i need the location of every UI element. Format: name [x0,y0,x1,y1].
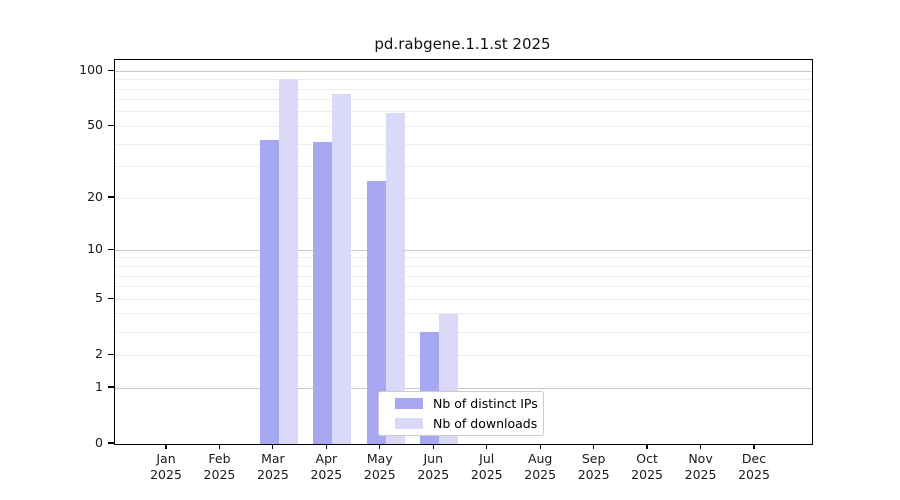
ytick-label-2: 2 [95,346,103,362]
legend-label-distinct-ips: Nb of distinct IPs [433,396,538,411]
xtick-year: 2025 [524,466,557,482]
ytick-mark-20 [108,196,114,198]
xtick-month: May [366,451,393,466]
gridline-4 [115,313,812,315]
bar-ips-jan [260,140,279,444]
bar-downloads-mar [385,113,405,444]
xtick-month: Jun [423,451,444,466]
xtick-month: Jan [156,451,176,466]
gridline-50 [115,125,812,127]
legend-swatch-downloads [395,418,423,429]
gridline-9 [115,257,812,259]
ytick-label-100: 100 [79,62,103,78]
xtick-mark-mar [272,444,274,449]
xtick-year: 2025 [257,466,289,482]
gridline-7 [115,275,812,277]
bar-downloads-jan [279,78,298,444]
ytick-mark-100 [108,69,114,71]
xtick-mark-feb [218,444,221,449]
xtick-year: 2025 [738,466,770,482]
legend-item-downloads: Nb of downloads [395,416,543,431]
xtick-mark-nov [699,444,702,449]
xtick-label-dec: Dec 2025 [722,451,786,482]
legend-item-distinct-ips: Nb of distinct IPs [395,396,543,411]
legend-swatch-distinct-ips [395,398,423,409]
xtick-label-aug: Aug 2025 [508,451,572,482]
xtick-mark-sep [593,444,595,449]
gridline-2 [115,354,812,356]
gridline-90 [115,79,812,81]
xtick-label-nov: Nov 2025 [669,451,733,482]
legend-label-downloads: Nb of downloads [433,416,538,431]
xtick-label-feb: Feb 2025 [187,451,251,482]
xtick-year: 2025 [417,466,450,482]
xtick-mark-jan [165,444,167,449]
xtick-month: Aug [527,451,553,466]
xtick-label-jan: Jan 2025 [134,451,198,482]
bar-downloads-feb [332,94,352,444]
gridline-20 [115,197,812,199]
gridline-100 [115,70,812,72]
xtick-year: 2025 [631,466,663,482]
ytick-label-0: 0 [95,435,103,450]
chart-title: pd.rabgene.1.1.st 2025 [374,35,551,53]
xtick-month: Sep [581,451,606,466]
gridline-10 [115,249,812,251]
ytick-label-5: 5 [95,290,103,306]
ytick-label-10: 10 [87,241,103,257]
xtick-mark-dec [753,444,755,449]
xtick-label-mar: Mar 2025 [241,451,305,482]
xtick-year: 2025 [470,466,503,482]
xtick-year: 2025 [150,466,182,482]
xtick-year: 2025 [577,466,610,482]
ytick-label-50: 50 [87,117,103,133]
xtick-year: 2025 [203,466,236,482]
xtick-month: Apr [315,451,338,466]
ytick-mark-50 [108,124,114,126]
gridline-70 [115,99,812,101]
xtick-mark-aug [539,444,541,449]
ytick-mark-2 [108,353,114,355]
xtick-label-jul: Jul 2025 [455,451,519,482]
xtick-label-oct: Oct 2025 [615,451,679,482]
plot-area [114,59,813,445]
gridline-80 [115,88,812,90]
ytick-label-1: 1 [95,379,103,394]
ytick-mark-10 [108,248,114,250]
xtick-label-apr: Apr 2025 [294,451,358,482]
xtick-label-sep: Sep 2025 [562,451,626,482]
xtick-month: Feb [208,451,231,466]
ytick-mark-0 [108,442,114,444]
xtick-mark-jun [432,444,434,449]
gridline-5 [115,298,812,300]
xtick-month: Oct [636,451,658,466]
xtick-mark-may [379,444,381,449]
gridline-3 [115,331,812,333]
xtick-label-may: May 2025 [348,451,412,482]
gridline-40 [115,143,812,145]
ytick-label-20: 20 [87,189,103,205]
xtick-mark-oct [646,444,648,449]
bar-ips-feb [313,142,333,444]
gridline-1 [115,387,812,389]
xtick-label-jun: Jun 2025 [401,451,465,482]
bar-ips-mar [366,180,386,444]
ytick-mark-1 [108,386,114,388]
xtick-mark-jul [486,444,488,449]
xtick-mark-apr [325,444,327,449]
legend: Nb of distinct IPs Nb of downloads [378,391,544,436]
gridline-60 [115,111,812,113]
xtick-year: 2025 [363,466,396,482]
ytick-mark-5 [108,297,114,299]
xtick-year: 2025 [310,466,343,482]
gridline-8 [115,266,812,267]
gridline-30 [115,166,812,168]
xtick-month: Nov [688,451,713,466]
xtick-month: Jul [479,451,495,466]
gridline-6 [115,286,812,288]
xtick-year: 2025 [684,466,717,482]
xtick-month: Mar [261,451,285,466]
xtick-month: Dec [741,451,767,466]
